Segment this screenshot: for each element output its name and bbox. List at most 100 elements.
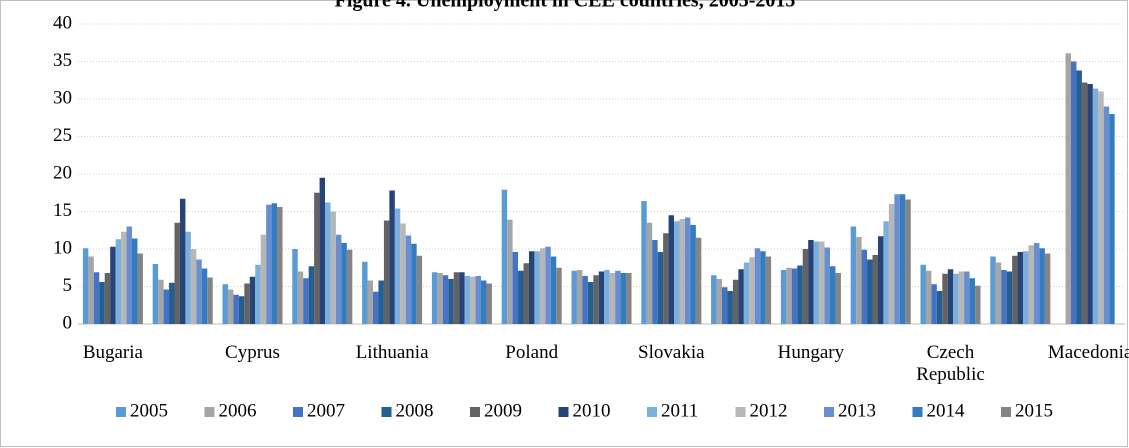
bar — [201, 268, 208, 324]
x-tick-label-box: Poland — [505, 342, 558, 363]
bar — [185, 231, 191, 324]
bar — [990, 256, 996, 324]
x-tick-label-box: Macedonia — [1048, 342, 1129, 363]
bar — [920, 264, 926, 324]
y-tick-label: 35 — [53, 50, 72, 71]
y-tick-label: 5 — [63, 275, 73, 296]
y-tick-label: 10 — [53, 237, 72, 258]
bar — [1092, 88, 1099, 324]
bar — [738, 269, 744, 324]
bar — [308, 266, 315, 324]
bar — [931, 284, 937, 324]
x-tick-label-box: Czech Republic — [916, 342, 985, 385]
bar — [464, 276, 471, 324]
legend-label: 2005 — [130, 400, 168, 421]
bar — [277, 207, 283, 324]
x-tick-label-box: Slovakia — [638, 342, 705, 363]
bar — [646, 222, 653, 324]
legend-label: 2013 — [838, 400, 876, 421]
bar — [152, 264, 159, 324]
bar — [528, 251, 535, 324]
bar — [835, 273, 841, 324]
bar — [780, 270, 787, 324]
bar — [448, 279, 454, 324]
bar — [556, 267, 562, 324]
bar — [663, 233, 669, 324]
bar — [507, 219, 513, 324]
bar — [716, 279, 723, 324]
bar — [255, 264, 261, 324]
bar — [850, 226, 857, 324]
bar — [905, 199, 911, 324]
bar — [797, 265, 803, 324]
bar — [373, 291, 379, 324]
bar — [791, 268, 798, 324]
bar — [534, 251, 540, 324]
bar — [325, 202, 331, 324]
bar — [749, 257, 755, 324]
bar — [453, 272, 460, 324]
bar — [222, 284, 228, 324]
bar — [571, 270, 577, 324]
bar — [604, 270, 610, 324]
bar — [668, 215, 675, 324]
bar — [99, 282, 105, 324]
legend-label: 2007 — [307, 400, 345, 421]
x-tick-label-box: Lithuania — [356, 342, 429, 363]
bar — [808, 240, 814, 324]
bar — [169, 282, 175, 324]
legend-label: 2010 — [573, 400, 611, 421]
x-tick-label-box: Cyprus — [225, 342, 280, 363]
bar — [260, 234, 267, 324]
bar — [1087, 84, 1093, 324]
bar — [786, 267, 792, 324]
legend-swatch — [470, 407, 480, 417]
bar — [367, 280, 374, 324]
bar — [400, 223, 406, 324]
bar — [975, 285, 981, 324]
bar — [518, 270, 524, 324]
bar — [1006, 271, 1013, 324]
bar — [620, 273, 627, 324]
bar — [244, 283, 250, 324]
bar — [888, 204, 895, 324]
bar — [942, 273, 948, 324]
bar — [179, 198, 186, 324]
bar — [925, 270, 932, 324]
bar — [174, 222, 180, 324]
y-tick-label: 40 — [53, 12, 72, 33]
bar — [545, 246, 551, 324]
bar — [674, 221, 680, 324]
bar — [389, 190, 395, 324]
bar — [615, 270, 621, 324]
bar — [690, 225, 696, 324]
bar — [486, 283, 492, 324]
bar — [867, 259, 873, 324]
bar — [314, 192, 320, 324]
bar — [442, 275, 449, 324]
bar — [598, 271, 605, 324]
bar — [121, 231, 127, 324]
legend-label: 2008 — [396, 400, 434, 421]
bar — [652, 240, 658, 324]
bar — [271, 203, 278, 324]
bar — [953, 273, 959, 324]
bar — [872, 255, 878, 324]
bar — [861, 249, 868, 324]
bar — [824, 247, 830, 324]
bar — [378, 280, 384, 324]
bar — [297, 271, 304, 324]
bar — [163, 289, 170, 324]
legend-swatch — [1001, 407, 1011, 417]
bar — [480, 280, 487, 324]
bar — [249, 276, 256, 324]
legend-swatch — [204, 407, 215, 417]
bar — [695, 237, 702, 324]
bar — [587, 282, 594, 324]
bar — [437, 273, 443, 324]
legend-swatch — [293, 407, 303, 417]
bar — [1065, 53, 1072, 324]
x-tick-label: Cyprus — [225, 342, 280, 363]
